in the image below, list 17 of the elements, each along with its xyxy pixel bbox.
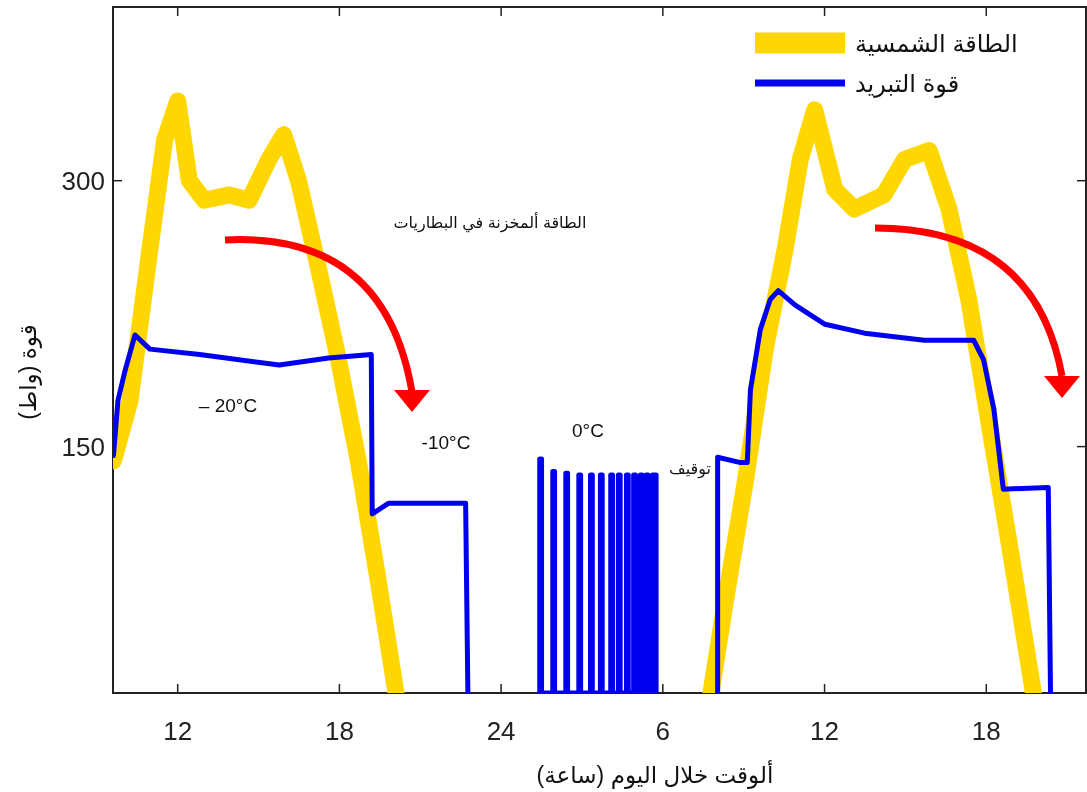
x-tick-label: 18 bbox=[971, 716, 1001, 746]
annotation: 0°C bbox=[572, 420, 604, 441]
y-tick-label: 150 bbox=[61, 431, 105, 462]
annotation: – 20°C bbox=[198, 395, 258, 416]
x-tick-label: 24 bbox=[486, 716, 516, 746]
legend-label: الطاقة الشمسية bbox=[855, 30, 1018, 57]
x-axis-title: ألوقت خلال اليوم (ساعة) bbox=[536, 760, 774, 789]
x-tick-label: 12 bbox=[163, 716, 193, 746]
annotation: -10°C bbox=[421, 432, 471, 453]
y-tick-label: 300 bbox=[61, 165, 105, 196]
annotation: الطاقة ألمخزنة في البطاريات bbox=[393, 212, 587, 233]
x-tick-label: 18 bbox=[324, 716, 354, 746]
x-tick-label: 12 bbox=[810, 716, 840, 746]
y-axis-title: قوة (واط) bbox=[15, 324, 42, 420]
x-tick-label: 6 bbox=[655, 716, 671, 746]
annotation: توقيف bbox=[669, 460, 711, 479]
legend-label: قوة التبريد bbox=[855, 70, 960, 98]
